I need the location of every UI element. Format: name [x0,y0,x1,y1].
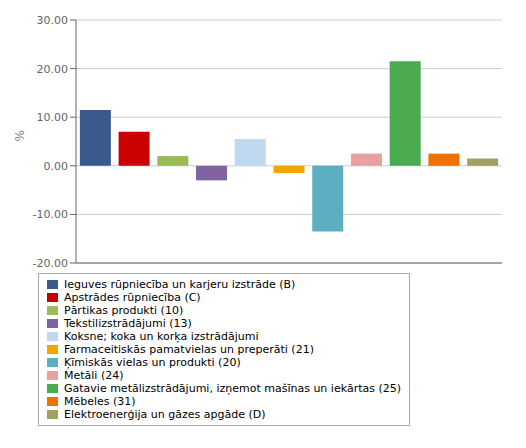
html-text:Koksne; koka un korķa izstrādā: Koksne; koka un korķa izstrādājumi [64,330,259,343]
svg-text:0.00: 0.00 [44,160,69,173]
html-text:Farmaceitiskās pamatvielas un: Farmaceitiskās pamatvielas un preperāti … [64,343,314,356]
html-text:Apstrādes rūpniecība (C): Apstrādes rūpniecība (C) [64,291,201,304]
html-text:Ieguves rūpniecība un karjeru: Ieguves rūpniecība un karjeru izstrāde (… [64,278,296,291]
svg-text:20.00: 20.00 [37,63,69,76]
html-text:Mēbeles (31): Mēbeles (31) [64,395,136,408]
html-text:Gatavie metālizstrādājumi, izņ: Gatavie metālizstrādājumi, izņemot mašīn… [64,382,402,395]
svg-text:-20.00: -20.00 [33,257,68,270]
html-text:Tekstilizstrādājumi (13): Tekstilizstrādājumi (13) [64,317,192,330]
svg-text:%: % [13,130,27,141]
html-text:Ķīmiskās vielas un produkti (2: Ķīmiskās vielas un produkti (20) [64,356,241,369]
svg-text:10.00: 10.00 [37,111,69,124]
svg-text:-10.00: -10.00 [33,208,68,221]
html-text:Metāli (24): Metāli (24) [64,369,124,382]
html-text:Elektroenerģija un gāzes apgād: Elektroenerģija un gāzes apgāde (D) [64,408,266,421]
svg-text:30.00: 30.00 [37,14,69,27]
html-text:Pārtikas produkti (10): Pārtikas produkti (10) [64,304,184,317]
